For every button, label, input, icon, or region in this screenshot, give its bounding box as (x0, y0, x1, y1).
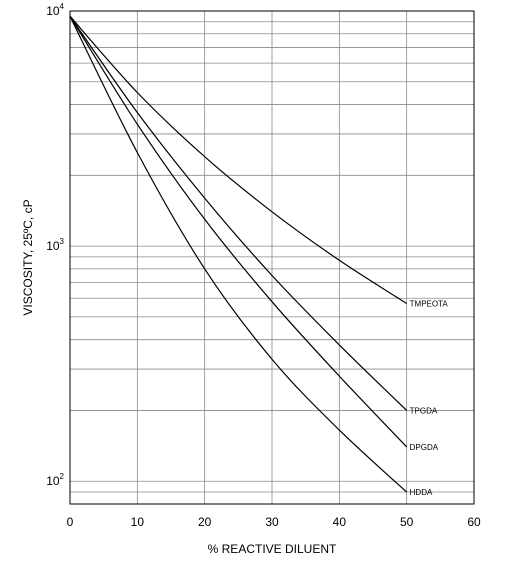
x-tick-label: 50 (400, 515, 414, 529)
series-label-dpgda: DPGDA (410, 443, 439, 452)
tick-labels: 0 10 20 30 40 50 60 102 103 104 (46, 2, 481, 529)
x-tick-label: 30 (265, 515, 279, 529)
x-tick-label: 10 (131, 515, 145, 529)
series-label-hdda: HDDA (410, 488, 433, 497)
y-tick-label: 104 (46, 2, 64, 18)
y-tick-label: 103 (46, 237, 64, 253)
x-tick-label: 20 (198, 515, 212, 529)
plot-frame (69, 10, 475, 505)
x-tick-label: 40 (333, 515, 347, 529)
series-label-tpgda: TPGDA (410, 406, 438, 415)
grid (70, 11, 474, 504)
series-label-tmpeota: TMPEOTA (410, 300, 449, 309)
series-line-tpgda (69, 15, 408, 411)
series-line-dpgda (69, 15, 408, 448)
y-tick-label: 102 (46, 472, 64, 488)
y-axis-label: VISCOSITY, 25ºC, cP (21, 199, 35, 315)
series-group: TMPEOTA TPGDA DPGDA HDDA (69, 15, 449, 497)
x-tick-label: 0 (67, 515, 74, 529)
x-axis-label: % REACTIVE DILUENT (208, 542, 337, 556)
x-tick-label: 60 (467, 515, 481, 529)
series-line-tmpeota (69, 15, 408, 305)
series-line-hdda (69, 15, 408, 493)
